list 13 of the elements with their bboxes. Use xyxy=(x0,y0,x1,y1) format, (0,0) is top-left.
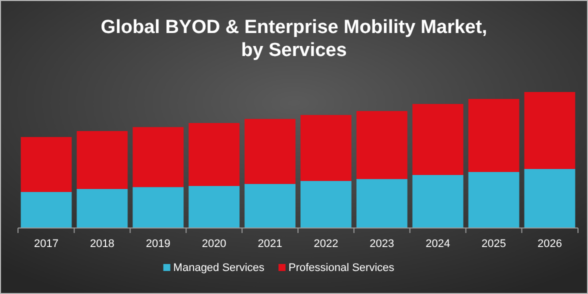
chart-title: Global BYOD & Enterprise Mobility Market, by Services xyxy=(100,17,488,61)
x-tick-label: 2017 xyxy=(34,238,58,250)
x-tick-label: 2021 xyxy=(258,238,282,250)
x-tick-label: 2024 xyxy=(426,238,450,250)
x-tick-label: 2022 xyxy=(314,238,338,250)
x-tick-label: 2023 xyxy=(370,238,394,250)
x-tick-label: 2019 xyxy=(146,238,170,250)
x-tick-label: 2025 xyxy=(482,238,506,250)
x-tick-label: 2020 xyxy=(202,238,226,250)
x-tick-label: 2026 xyxy=(538,238,562,250)
legend-label: Managed Services xyxy=(173,262,265,274)
x-tick-label: 2018 xyxy=(90,238,114,250)
legend-label: Professional Services xyxy=(288,262,395,274)
